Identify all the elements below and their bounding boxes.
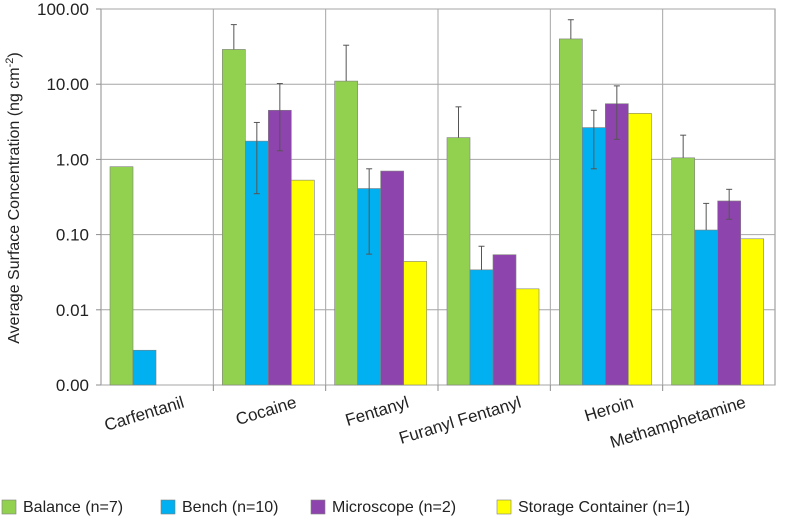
bar bbox=[380, 170, 404, 386]
bar bbox=[740, 238, 764, 386]
bar bbox=[492, 254, 517, 386]
bar bbox=[605, 103, 629, 386]
bar bbox=[694, 229, 718, 386]
bar bbox=[109, 166, 134, 386]
bar bbox=[403, 261, 427, 386]
y-axis-title: Average Surface Concentration (ng cm-2) bbox=[4, 52, 23, 343]
bar bbox=[334, 80, 358, 386]
legend-swatch bbox=[160, 499, 176, 515]
grid-lines bbox=[100, 8, 776, 391]
y-axis-ticks: 0.00 0.01 0.10 1.00 10.00 100.00 bbox=[37, 0, 101, 395]
legend-label: Microscope (n=2) bbox=[332, 499, 456, 516]
legend-swatch bbox=[496, 499, 512, 515]
legend-label: Storage Container (n=1) bbox=[518, 499, 690, 516]
legend-swatch bbox=[1, 499, 17, 515]
error-bars bbox=[230, 19, 733, 270]
x-category-label: Cocaine bbox=[233, 393, 298, 429]
x-category-label: Carfentanil bbox=[102, 393, 186, 435]
bar bbox=[628, 113, 652, 386]
bar bbox=[446, 137, 471, 386]
legend: Balance (n=7) Bench (n=10) Microscope (n=2… bbox=[1, 499, 690, 516]
bar bbox=[559, 38, 583, 386]
y-tick-label: 0.10 bbox=[56, 226, 89, 245]
bar bbox=[469, 269, 494, 386]
legend-swatch bbox=[310, 499, 326, 515]
y-tick-label: 0.01 bbox=[56, 301, 89, 320]
bar bbox=[671, 157, 695, 386]
bar bbox=[222, 49, 246, 386]
y-tick-label: 1.00 bbox=[56, 150, 89, 169]
bar bbox=[268, 109, 292, 386]
bars bbox=[109, 38, 764, 386]
x-category-label: Heroin bbox=[582, 393, 635, 426]
x-category-label: Fentanyl bbox=[343, 393, 411, 430]
y-tick-label: 0.00 bbox=[56, 376, 89, 395]
bar bbox=[717, 200, 741, 386]
bar bbox=[515, 288, 540, 386]
bar bbox=[291, 179, 315, 386]
y-tick-label: 100.00 bbox=[37, 0, 89, 19]
legend-label: Balance (n=7) bbox=[23, 499, 123, 516]
legend-label: Bench (n=10) bbox=[182, 499, 279, 516]
bar bbox=[132, 349, 157, 386]
y-tick-label: 10.00 bbox=[46, 75, 89, 94]
x-category-label: Furanyl Fentanyl bbox=[397, 393, 524, 448]
